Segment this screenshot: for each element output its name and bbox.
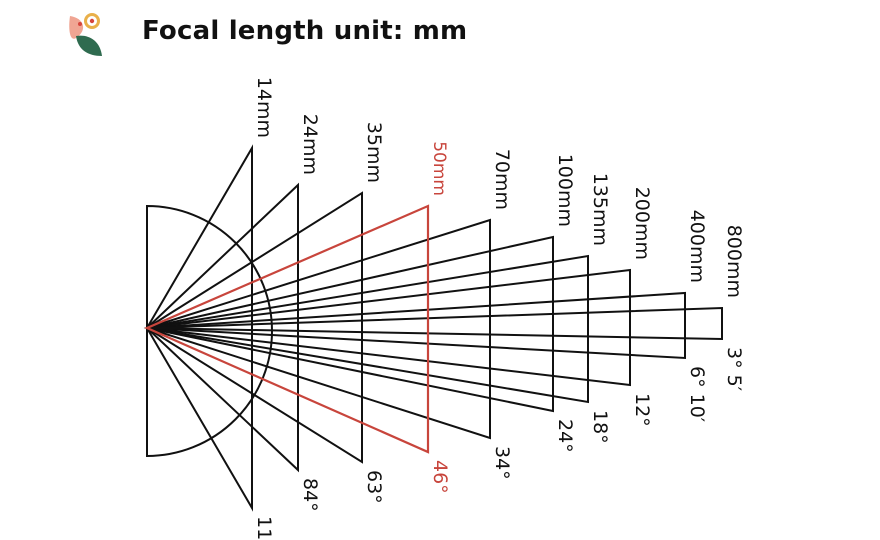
fov-triangle bbox=[146, 268, 631, 387]
lens-24mm: 24mm 84° bbox=[145, 114, 321, 512]
view-angle-label: 46° bbox=[429, 460, 451, 494]
lens-400mm: 400mm 6° 10′ bbox=[146, 210, 708, 422]
lens-100mm: 100mm 24° bbox=[146, 154, 576, 453]
focal-length-label: 400mm bbox=[686, 210, 708, 283]
view-angle-label: 6° 10′ bbox=[686, 366, 708, 422]
focal-length-label: 70mm bbox=[491, 149, 513, 210]
view-angle-label: 84° bbox=[299, 478, 321, 512]
header: Focal length unit: mm bbox=[0, 0, 880, 72]
brand-logo-icon bbox=[69, 13, 102, 56]
focal-length-label: 135mm bbox=[589, 173, 611, 246]
view-angle-label: 34° bbox=[491, 446, 513, 480]
focal-length-label: 100mm bbox=[554, 154, 576, 227]
focal-length-label: 200mm bbox=[631, 187, 653, 260]
fov-triangle bbox=[146, 235, 554, 413]
view-angle-label: 18° bbox=[589, 410, 611, 444]
view-angle-label: 3° 5′ bbox=[723, 347, 745, 391]
view-angle-label: 63° bbox=[363, 470, 385, 504]
view-angle-label: 12° bbox=[631, 393, 653, 427]
lens-800mm: 800mm 3° 5′ bbox=[146, 225, 745, 391]
lens-200mm: 200mm 12° bbox=[146, 187, 653, 427]
fov-triangle bbox=[146, 306, 723, 341]
focal-length-label: 50mm bbox=[429, 141, 449, 196]
fov-triangle bbox=[145, 182, 299, 473]
focal-length-label: 35mm bbox=[363, 122, 385, 183]
fov-triangle bbox=[146, 291, 686, 360]
focal-length-label: 14mm bbox=[253, 77, 275, 138]
fov-triangle bbox=[145, 191, 363, 464]
view-angle-label: 114° bbox=[253, 516, 275, 540]
page-title: Focal length unit: mm bbox=[142, 16, 468, 46]
lens-50mm: 50mm 46° bbox=[144, 141, 451, 494]
fov-triangle bbox=[143, 218, 491, 440]
focal-length-label: 24mm bbox=[299, 114, 321, 175]
fov-triangle bbox=[144, 204, 430, 454]
lens-70mm: 70mm 34° bbox=[143, 149, 513, 480]
fov-triangle bbox=[145, 144, 253, 512]
lens-35mm: 35mm 63° bbox=[145, 122, 385, 504]
focal-length-label: 800mm bbox=[723, 225, 745, 298]
lens-135mm: 135mm 18° bbox=[146, 173, 611, 444]
fov-triangle bbox=[146, 254, 589, 404]
lens-14mm: 14mm 114° bbox=[145, 77, 275, 540]
view-angle-label: 24° bbox=[554, 419, 576, 453]
